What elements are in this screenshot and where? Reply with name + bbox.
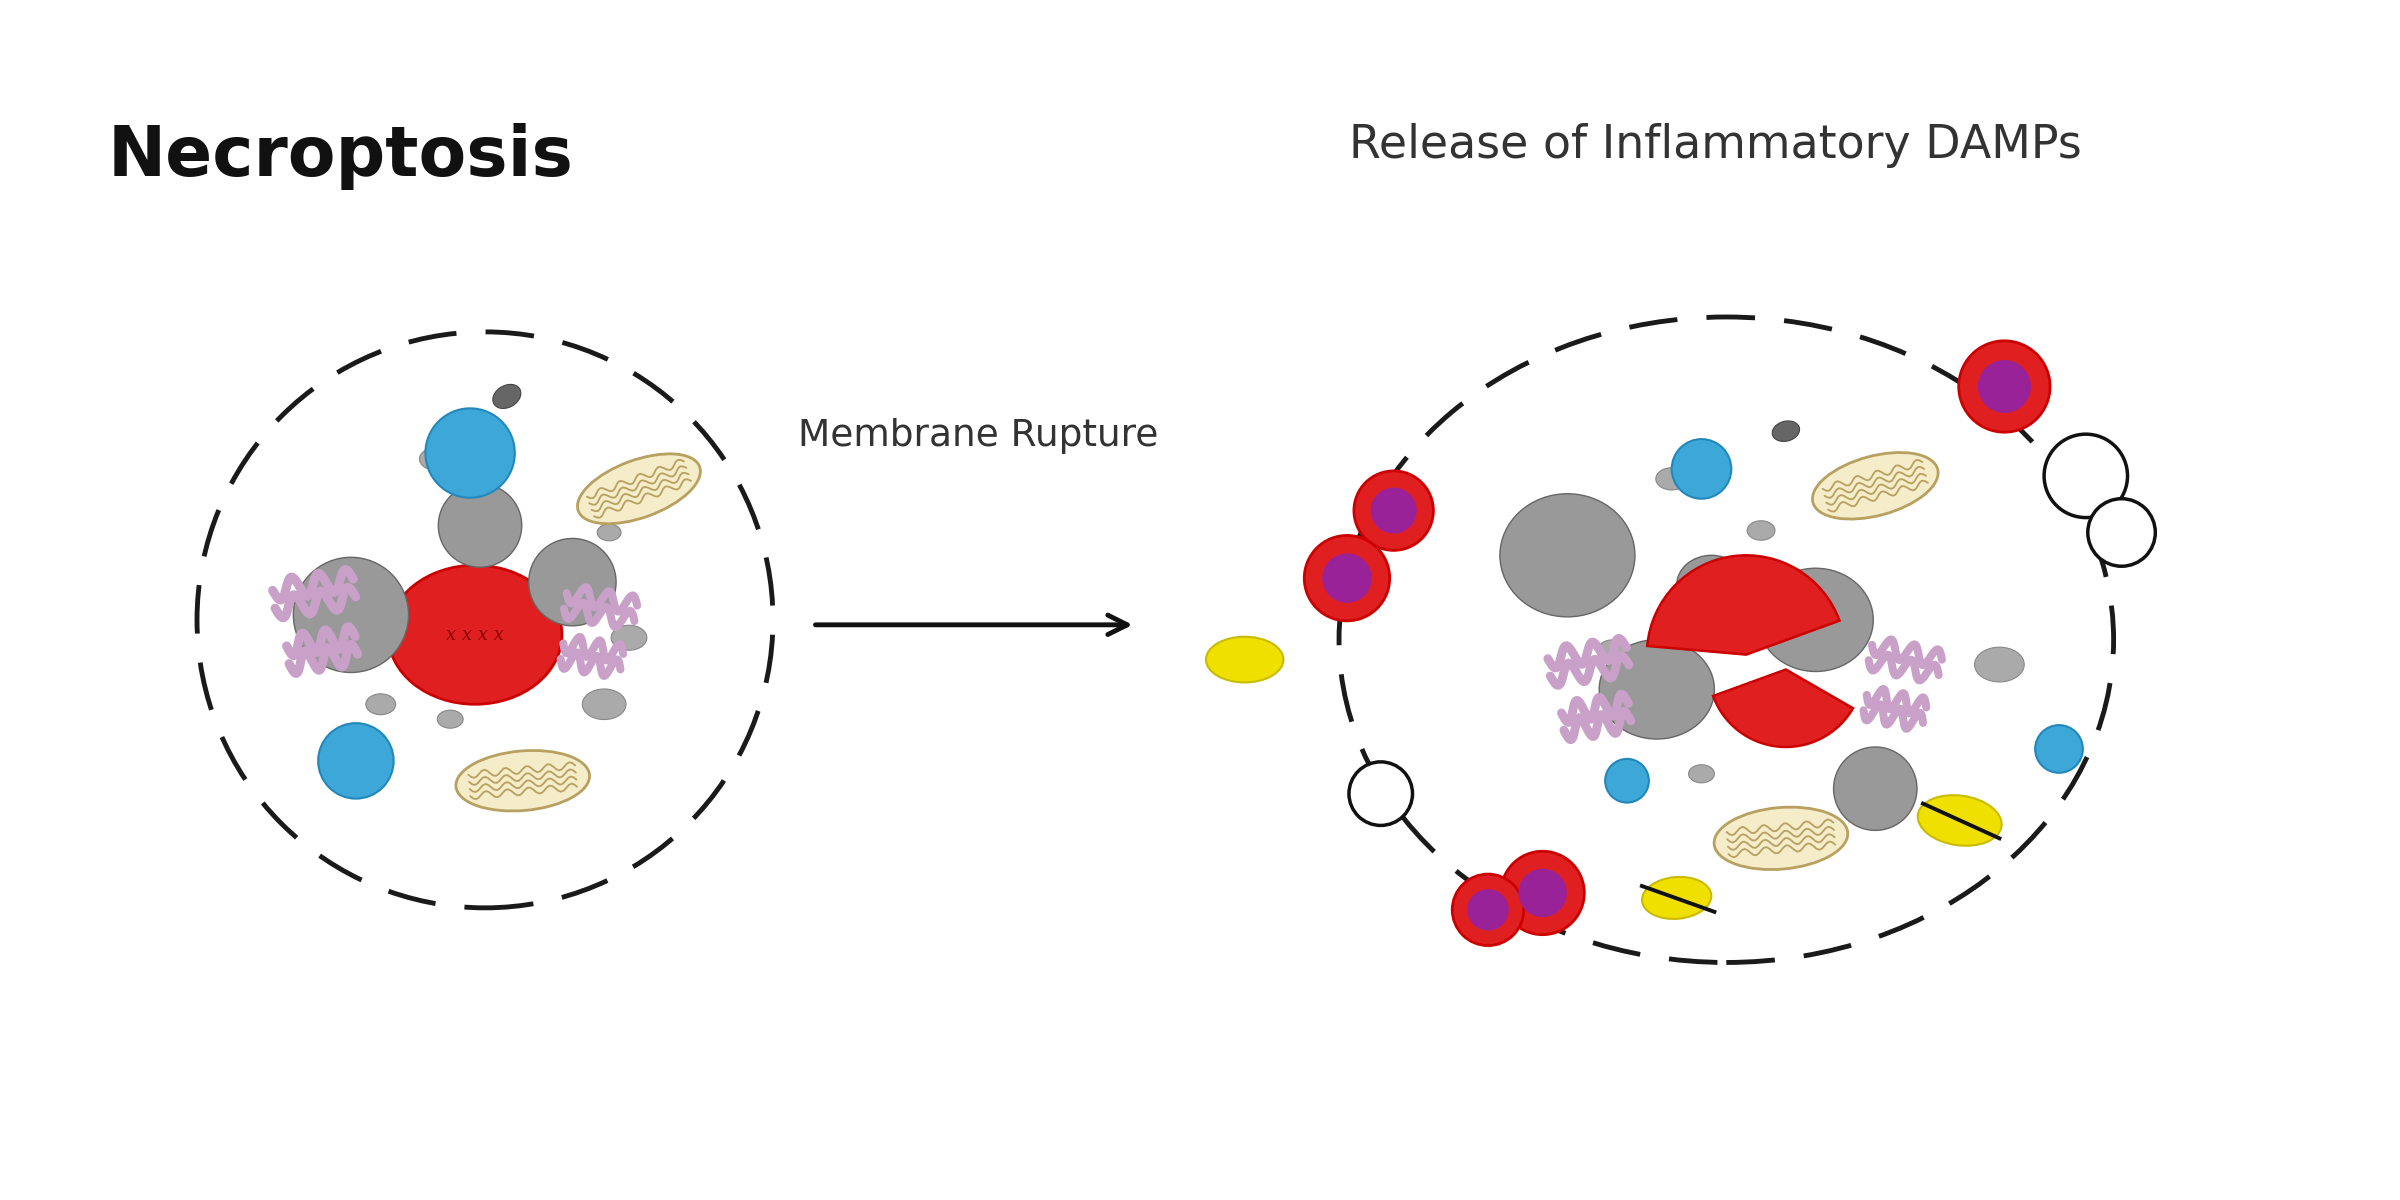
Circle shape <box>1606 758 1649 803</box>
Ellipse shape <box>1500 493 1634 617</box>
Ellipse shape <box>492 384 521 408</box>
Text: Membrane Rupture: Membrane Rupture <box>797 418 1159 454</box>
Ellipse shape <box>365 694 396 715</box>
Text: Necroptosis: Necroptosis <box>108 124 574 191</box>
Circle shape <box>1500 851 1584 935</box>
Ellipse shape <box>528 539 617 626</box>
Circle shape <box>1673 439 1730 499</box>
Ellipse shape <box>1656 468 1687 490</box>
Text: x x x x: x x x x <box>446 625 504 643</box>
Ellipse shape <box>612 625 648 650</box>
Circle shape <box>425 408 514 498</box>
Ellipse shape <box>1747 521 1776 540</box>
Ellipse shape <box>1690 764 1714 782</box>
Circle shape <box>1519 869 1567 917</box>
Ellipse shape <box>598 524 622 541</box>
Ellipse shape <box>622 472 658 494</box>
Ellipse shape <box>1598 640 1627 659</box>
Text: Release of Inflammatory DAMPs: Release of Inflammatory DAMPs <box>1349 124 2081 168</box>
Ellipse shape <box>1918 796 2002 846</box>
Ellipse shape <box>1598 640 1714 739</box>
Circle shape <box>1958 341 2050 432</box>
Ellipse shape <box>1771 714 1800 734</box>
Circle shape <box>1452 874 1524 946</box>
Ellipse shape <box>437 710 463 728</box>
Ellipse shape <box>1975 647 2023 682</box>
Circle shape <box>1466 889 1510 930</box>
Ellipse shape <box>439 484 521 568</box>
Wedge shape <box>1714 670 1853 746</box>
Ellipse shape <box>1714 808 1848 870</box>
Ellipse shape <box>1834 746 1918 830</box>
Circle shape <box>2045 434 2126 517</box>
Circle shape <box>2088 499 2155 566</box>
Circle shape <box>1349 762 1414 826</box>
Ellipse shape <box>1339 317 2114 962</box>
Ellipse shape <box>1812 452 1939 520</box>
Circle shape <box>2035 725 2083 773</box>
Ellipse shape <box>583 689 626 720</box>
Circle shape <box>1978 360 2030 413</box>
Circle shape <box>197 332 773 908</box>
Circle shape <box>1322 553 1373 602</box>
Ellipse shape <box>389 565 562 704</box>
Ellipse shape <box>578 454 701 523</box>
Ellipse shape <box>456 750 590 811</box>
Ellipse shape <box>1678 556 1747 614</box>
Wedge shape <box>1646 556 1838 655</box>
Circle shape <box>1370 487 1416 534</box>
Ellipse shape <box>1642 877 1711 919</box>
Circle shape <box>1303 535 1390 620</box>
Ellipse shape <box>1759 569 1874 672</box>
Circle shape <box>1354 470 1433 551</box>
Ellipse shape <box>1205 637 1284 683</box>
Ellipse shape <box>293 557 408 672</box>
Circle shape <box>319 724 394 799</box>
Ellipse shape <box>420 448 451 470</box>
Ellipse shape <box>1771 421 1800 442</box>
